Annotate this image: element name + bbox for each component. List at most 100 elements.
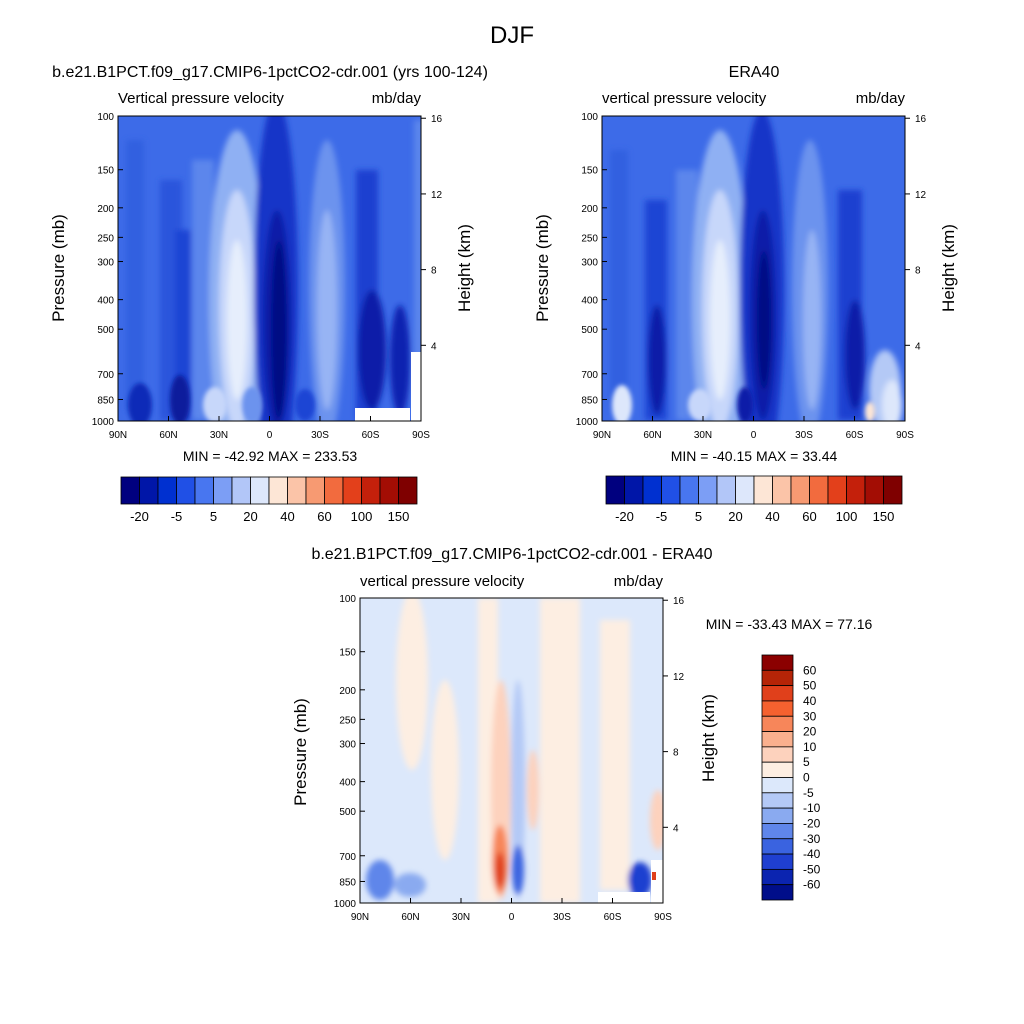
colorbar-swatch (716, 475, 736, 505)
y-tick-label: 100 (339, 594, 356, 605)
colorbar-swatch (761, 700, 794, 717)
colorbar-swatch (761, 777, 794, 794)
colorbar-swatch (772, 475, 792, 505)
colorbar-swatch (139, 476, 159, 505)
left-string: vertical pressure velocity (360, 573, 525, 590)
colorbar-swatch (761, 669, 794, 687)
colorbar-swatch (342, 476, 362, 505)
y-tick-label: 1000 (92, 417, 115, 428)
colorbar-label: 60 (802, 509, 816, 524)
y-tick-label: 300 (97, 258, 114, 269)
height-tick-label: 16 (673, 596, 685, 607)
colorbar-swatch (231, 476, 251, 505)
colorbar-label: 5 (210, 509, 217, 524)
panel-obs: ERA40 vertical pressure velocity mb/day (533, 64, 958, 524)
colorbar-label: 40 (280, 509, 294, 524)
panel-model: b.e21.B1PCT.f09_g17.CMIP6-1pctCO2-cdr.00… (49, 64, 488, 524)
contour-field (602, 116, 905, 421)
colorbar-swatch (761, 868, 794, 886)
colorbar-label: 20 (803, 725, 817, 739)
y-tick-label: 850 (339, 877, 356, 888)
colorbar-swatch (761, 792, 794, 809)
y-tick-label: 700 (339, 852, 356, 863)
y-tick-label: 400 (97, 296, 114, 307)
colorbar-label: 60 (803, 663, 817, 677)
y-tick-label: 150 (339, 648, 356, 659)
y-tick-label: 500 (339, 807, 356, 818)
x-tick-label: 30N (694, 430, 712, 441)
colorbar-swatch (661, 475, 681, 505)
right-string: mb/day (614, 573, 664, 590)
height-tick-label: 4 (915, 341, 921, 352)
x-tick-label: 90N (109, 430, 127, 441)
y-tick-label: 700 (97, 370, 114, 381)
left-string: vertical pressure velocity (602, 90, 767, 107)
y-tick-label: 250 (581, 233, 598, 244)
y-tick-label: 850 (97, 395, 114, 406)
y-tick-label: 100 (97, 112, 114, 123)
x-tick-label: 0 (751, 430, 757, 441)
height-tick-label: 8 (431, 266, 437, 277)
colorbar-swatch (305, 476, 325, 505)
y2-axis-label: Height (km) (699, 694, 718, 782)
x-tick-label: 60S (846, 430, 864, 441)
x-tick-label: 0 (509, 912, 515, 923)
colorbar-label: -10 (803, 801, 821, 815)
colorbar-swatch (213, 476, 233, 505)
x-tick-label: 90S (412, 430, 430, 441)
panel-title: b.e21.B1PCT.f09_g17.CMIP6-1pctCO2-cdr.00… (311, 546, 712, 563)
colorbar-label: 100 (836, 509, 858, 524)
y-tick-label: 500 (97, 325, 114, 336)
colorbar-swatch (809, 475, 829, 505)
y-tick-label: 300 (581, 258, 598, 269)
height-tick-label: 16 (431, 114, 443, 125)
y-axis-label: Pressure (mb) (291, 698, 310, 806)
colorbar-swatch (790, 475, 810, 505)
colorbar-label: -40 (803, 847, 821, 861)
y-tick-label: 250 (339, 715, 356, 726)
colorbar-label: -5 (171, 509, 183, 524)
colorbar-swatch (642, 475, 662, 505)
min-max-stats: MIN = -42.92 MAX = 233.53 (183, 448, 358, 464)
colorbar-label: 40 (765, 509, 779, 524)
y-tick-label: 400 (581, 296, 598, 307)
y-axis-label: Pressure (mb) (49, 214, 68, 322)
colorbar-label: 20 (728, 509, 742, 524)
y-tick-label: 850 (581, 395, 598, 406)
colorbar-label: 0 (803, 771, 810, 785)
contour-field (118, 116, 421, 421)
colorbar-label: 40 (803, 694, 817, 708)
colorbar-swatch (761, 884, 794, 901)
colorbar-swatch (605, 475, 625, 505)
colorbar-label: 150 (388, 509, 410, 524)
panel-title: b.e21.B1PCT.f09_g17.CMIP6-1pctCO2-cdr.00… (52, 64, 488, 81)
colorbar-swatch (250, 476, 270, 505)
colorbar-label: -50 (803, 862, 821, 876)
y-tick-label: 150 (581, 166, 598, 177)
colorbar-swatch (268, 476, 288, 505)
min-max-stats: MIN = -40.15 MAX = 33.44 (671, 448, 838, 464)
colorbar-swatch (864, 475, 884, 505)
y-tick-label: 1000 (334, 899, 357, 910)
colorbar-swatch (761, 685, 794, 702)
colorbar-swatch (624, 475, 644, 505)
colorbar-swatch (157, 476, 177, 505)
min-max-stats: MIN = -33.43 MAX = 77.16 (706, 616, 873, 632)
x-tick-label: 30N (210, 430, 228, 441)
colorbar-label: 100 (351, 509, 373, 524)
y-tick-label: 300 (339, 740, 356, 751)
y-tick-label: 200 (339, 686, 356, 697)
x-tick-label: 0 (267, 430, 273, 441)
right-string: mb/day (372, 90, 422, 107)
colorbar-swatch (761, 807, 794, 824)
height-tick-label: 16 (915, 114, 927, 125)
x-tick-label: 90N (351, 912, 369, 923)
colorbar-label: 5 (695, 509, 702, 524)
height-tick-label: 12 (915, 190, 927, 201)
colorbar-swatch (761, 823, 794, 840)
colorbar-swatch (761, 731, 794, 748)
y-tick-label: 150 (97, 166, 114, 177)
colorbar-swatch (735, 475, 755, 505)
colorbar-swatch (379, 476, 399, 505)
